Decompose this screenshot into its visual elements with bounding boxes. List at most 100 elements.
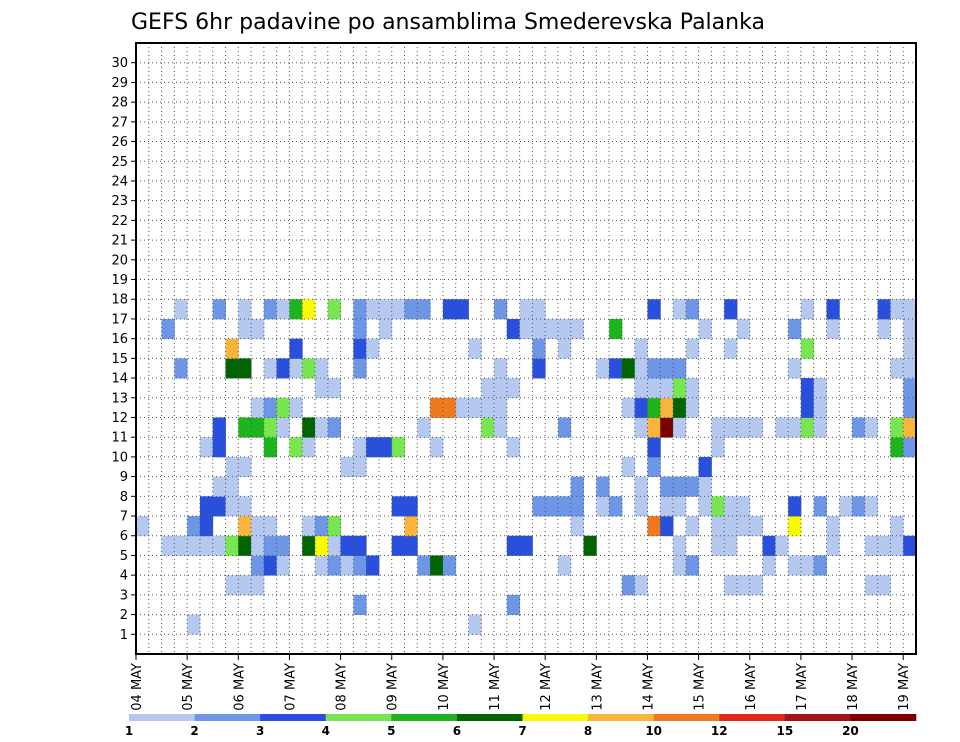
heatmap-cell xyxy=(788,555,802,576)
heatmap-cell xyxy=(327,378,341,399)
y-tick-label: 1 xyxy=(120,628,128,643)
heatmap-cell xyxy=(788,496,802,517)
y-tick-label: 4 xyxy=(120,569,128,584)
x-tick-label: 11 MAY xyxy=(488,663,503,711)
heatmap-cell xyxy=(634,397,648,418)
heatmap-cell xyxy=(468,614,482,635)
y-tick-label: 3 xyxy=(120,588,128,603)
heatmap-cell xyxy=(647,299,661,320)
heatmap-cell xyxy=(391,299,405,320)
y-tick-label: 28 xyxy=(111,96,128,111)
heatmap-cell xyxy=(724,417,738,438)
heatmap-cell xyxy=(813,397,827,418)
heatmap-cells xyxy=(136,299,917,635)
heatmap-cell xyxy=(315,358,329,379)
heatmap-cell xyxy=(673,535,687,556)
legend-swatch xyxy=(391,714,458,721)
heatmap-cell xyxy=(545,496,559,517)
y-tick-label: 24 xyxy=(111,174,128,189)
heatmap-cell xyxy=(673,358,687,379)
legend-label: 2 xyxy=(190,724,198,738)
heatmap-cell xyxy=(263,299,278,320)
heatmap-cell xyxy=(315,516,329,537)
color-legend: 1 2 3 4 5 6 7 8 10 12 15 20 xyxy=(125,714,917,738)
heatmap-cell xyxy=(212,299,226,320)
heatmap-cell xyxy=(378,318,393,340)
heatmap-cell xyxy=(327,516,341,537)
y-tick-label: 20 xyxy=(111,253,128,268)
x-tick-label: 10 MAY xyxy=(437,663,452,711)
heatmap-cell xyxy=(302,437,316,458)
legend-label: 4 xyxy=(322,724,330,738)
heatmap-cell xyxy=(187,516,201,537)
heatmap-cell xyxy=(826,318,840,340)
heatmap-cell xyxy=(430,437,444,458)
heatmap-cell xyxy=(890,535,904,556)
legend-label: 10 xyxy=(645,724,662,738)
heatmap-cell xyxy=(494,417,508,438)
heatmap-cell xyxy=(749,575,763,596)
heatmap-cell xyxy=(353,456,367,478)
heatmap-cell xyxy=(557,338,572,359)
heatmap-cell xyxy=(570,476,584,497)
heatmap-cell xyxy=(813,555,827,576)
heatmap-cell xyxy=(877,575,891,596)
heatmap-cell xyxy=(660,496,674,517)
heatmap-cell xyxy=(826,299,840,320)
y-tick-label: 13 xyxy=(111,391,128,406)
heatmap-cell xyxy=(506,594,521,615)
x-tick-label: 08 MAY xyxy=(335,663,350,711)
heatmap-cell xyxy=(340,555,354,576)
heatmap-cell xyxy=(417,555,431,576)
heatmap-cell xyxy=(506,378,521,399)
heatmap-cell xyxy=(532,338,546,359)
x-tick-label: 09 MAY xyxy=(386,663,401,711)
heatmap-cell xyxy=(647,437,661,458)
heatmap-cell xyxy=(289,338,303,359)
y-tick-label: 2 xyxy=(120,608,128,623)
heatmap-cell xyxy=(442,299,457,320)
legend-swatch xyxy=(719,714,786,721)
heatmap-cell xyxy=(225,496,239,517)
heatmap-cell xyxy=(225,358,239,379)
x-tick-label: 15 MAY xyxy=(693,663,708,711)
heatmap-cell xyxy=(724,575,738,596)
heatmap-cell xyxy=(557,496,572,517)
heatmap-cell xyxy=(634,417,648,438)
heatmap-cell xyxy=(481,378,495,399)
heatmap-cell xyxy=(276,397,290,418)
heatmap-cell xyxy=(877,535,891,556)
heatmap-cell xyxy=(762,535,776,556)
heatmap-cell xyxy=(238,535,252,556)
heatmap-cell xyxy=(353,594,367,615)
y-tick-label: 8 xyxy=(120,490,128,505)
x-axis: 04 MAY 05 MAY 06 MAY 07 MAY 08 MAY 09 MAY 10 M… xyxy=(130,654,912,711)
heatmap-cell xyxy=(212,496,226,517)
legend-swatch xyxy=(194,714,261,721)
heatmap-cell xyxy=(430,555,444,576)
heatmap-cell xyxy=(698,496,712,517)
plot-frame xyxy=(135,42,917,655)
heatmap-cell xyxy=(289,299,303,320)
legend-label: 15 xyxy=(776,724,793,738)
heatmap-cell xyxy=(685,476,700,497)
heatmap-cell xyxy=(673,496,687,517)
heatmap-cell xyxy=(251,397,265,418)
legend-label: 7 xyxy=(518,724,526,738)
heatmap-cell xyxy=(289,358,303,379)
heatmap-cell xyxy=(315,535,329,556)
heatmap-cell xyxy=(353,535,367,556)
heatmap-cell xyxy=(660,397,674,418)
heatmap-cell xyxy=(506,437,521,458)
heatmap-cell xyxy=(353,358,367,379)
heatmap-cell xyxy=(238,417,252,438)
legend-swatch xyxy=(129,714,195,721)
heatmap-cell xyxy=(890,358,904,379)
heatmap-cell xyxy=(378,299,393,320)
heatmap-cell xyxy=(276,535,290,556)
heatmap-cell xyxy=(852,496,866,517)
heatmap-cell xyxy=(161,318,175,340)
heatmap-cell xyxy=(762,555,776,576)
heatmap-cell xyxy=(251,516,265,537)
heatmap-cell xyxy=(634,358,648,379)
